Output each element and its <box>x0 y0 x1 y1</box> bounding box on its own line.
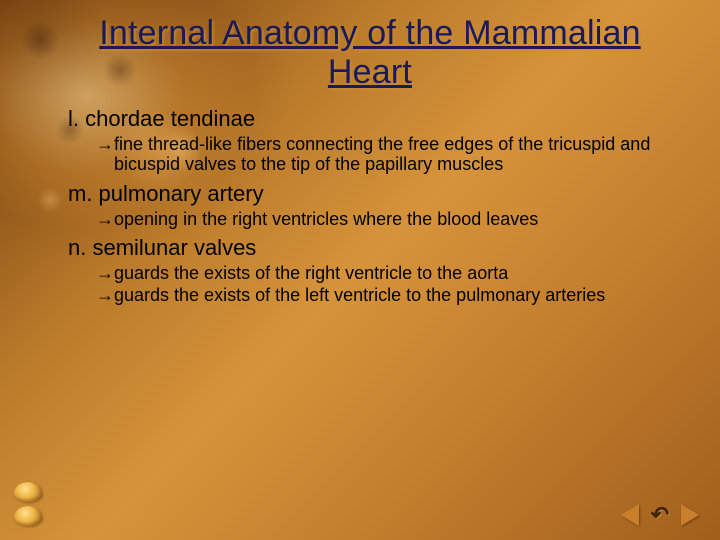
list-item-sub-text: opening in the right ventricles where th… <box>114 209 538 229</box>
prev-button[interactable] <box>618 504 642 526</box>
nav-controls: ↶ <box>618 504 702 526</box>
slide-container: Internal Anatomy of the Mammalian Heart … <box>0 0 720 540</box>
arrow-icon: → <box>96 285 114 305</box>
decorative-blob-icon <box>14 482 42 502</box>
list-item-sub: →guards the exists of the right ventricl… <box>68 263 680 283</box>
arrow-icon: → <box>96 209 114 229</box>
list-item-sub-text: guards the exists of the right ventricle… <box>114 263 508 283</box>
list-item-sub: →fine thread-like fibers connecting the … <box>68 134 680 174</box>
list-item-head: n. semilunar valves <box>68 235 680 261</box>
arrow-icon: → <box>96 263 114 283</box>
list-item-sub: →guards the exists of the left ventricle… <box>68 285 680 305</box>
decorative-blob-icon <box>14 506 42 526</box>
list-item-sub-text: fine thread-like fibers connecting the f… <box>114 134 650 174</box>
return-button[interactable]: ↶ <box>648 504 672 526</box>
content-list: l. chordae tendinae →fine thread-like fi… <box>68 106 680 305</box>
list-item-sub: →opening in the right ventricles where t… <box>68 209 680 229</box>
decorative-corner-icons <box>14 482 42 526</box>
uturn-icon: ↶ <box>651 504 669 526</box>
page-title: Internal Anatomy of the Mammalian Heart <box>60 14 680 92</box>
list-item-head: l. chordae tendinae <box>68 106 680 132</box>
triangle-left-icon <box>621 504 639 526</box>
next-button[interactable] <box>678 504 702 526</box>
arrow-icon: → <box>96 134 114 154</box>
list-item-head: m. pulmonary artery <box>68 181 680 207</box>
list-item-sub-text: guards the exists of the left ventricle … <box>114 285 605 305</box>
triangle-right-icon <box>681 504 699 526</box>
